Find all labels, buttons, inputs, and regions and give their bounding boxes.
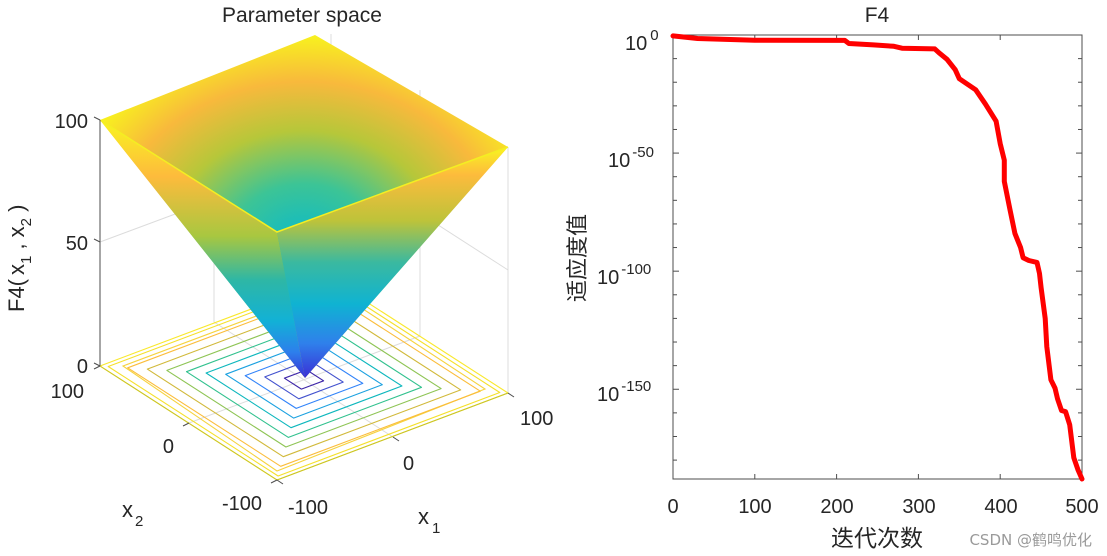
svg-text:x: x: [122, 497, 133, 522]
x-tick-300: 300: [902, 496, 935, 518]
y-tick-label-neg150: 10 -150: [597, 378, 651, 406]
convergence-curve: [670, 33, 1085, 482]
z-axis-label: F4(x1 , x2 ): [4, 205, 35, 312]
z-tick-50: 50: [66, 233, 88, 255]
svg-text:x: x: [418, 504, 429, 529]
x1-axis-label: x 1: [418, 504, 440, 537]
svg-text:F4(x1 , x2 ): F4(x1 , x2 ): [4, 205, 35, 312]
left-plot-title: Parameter space: [222, 4, 382, 27]
svg-text:100: 10 0: [625, 27, 659, 55]
svg-text:2: 2: [135, 513, 143, 530]
x1-tick-100: 100: [520, 408, 553, 430]
watermark: CSDN @鹤鸣优化: [969, 531, 1092, 549]
x-tick-100: 100: [738, 496, 771, 518]
y-tick-label-neg100: 10 -100: [597, 261, 651, 289]
x-axis-label: 迭代次数: [831, 526, 923, 552]
z-tick-100: 100: [55, 111, 88, 133]
x2-tick-neg100: -100: [222, 493, 262, 515]
surface-inner: [100, 35, 508, 378]
right-plot-title: F4: [865, 4, 890, 27]
x2-tick-100: 100: [51, 381, 84, 403]
svg-text:10-50: 10 -50: [608, 144, 654, 172]
surface-front-left: [100, 120, 305, 378]
surface-front-right: [277, 147, 508, 378]
surface-plot-3d: Parameter space 100 50 0 100 0 -100 -100…: [4, 4, 553, 537]
x-tick-400: 400: [984, 496, 1017, 518]
x-tick-500: 500: [1065, 496, 1098, 518]
convergence-plot: F4 10 0 10 -50 10 -100 10 -150 0 100 200 300…: [566, 4, 1099, 552]
y-tick-label-neg50: 10 -50: [608, 144, 654, 172]
xy-axes: [93, 365, 515, 485]
x1-tick-neg100: -100: [288, 497, 328, 519]
svg-text:10-100: 10 -100: [597, 261, 651, 289]
plot-axes-box: [672, 34, 1083, 480]
z-axis: [93, 116, 101, 367]
x-tick-200: 200: [820, 496, 853, 518]
svg-text:10-150: 10 -150: [597, 378, 651, 406]
y-axis-label: 适应度值: [566, 214, 591, 302]
x1-tick-0: 0: [403, 453, 414, 475]
x-tick-0: 0: [667, 496, 678, 518]
svg-text:1: 1: [432, 520, 440, 537]
z-tick-0: 0: [77, 356, 88, 378]
x2-axis-label: x 2: [122, 497, 143, 530]
y-tick-label-0: 10 0: [625, 27, 659, 55]
x2-tick-0: 0: [163, 436, 174, 458]
